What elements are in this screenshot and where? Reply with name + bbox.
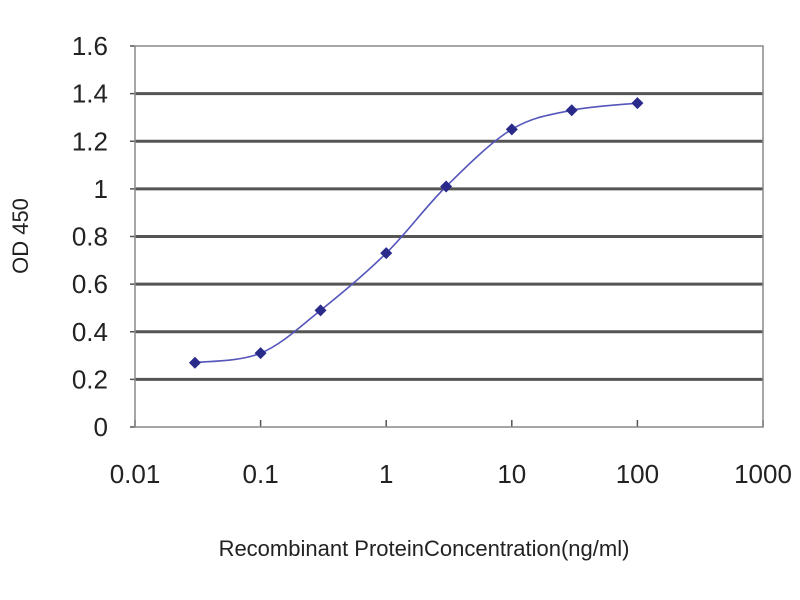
data-point xyxy=(631,97,644,110)
series-line xyxy=(194,102,638,364)
y-tick-labels: 0 0.2 0.4 0.6 0.8 1 1.2 1.4 1.6 xyxy=(72,31,108,442)
data-point xyxy=(440,180,453,193)
plot-area xyxy=(134,45,764,428)
y-tick-label: 1.2 xyxy=(72,126,108,156)
x-axis-label: Recombinant ProteinConcentration(ng/ml) xyxy=(219,536,630,561)
y-tick-label: 0.4 xyxy=(72,317,108,347)
x-tick-label: 0.01 xyxy=(110,459,161,489)
x-tick-label: 0.1 xyxy=(243,459,279,489)
y-tick-label: 0.2 xyxy=(72,364,108,394)
y-tick-label: 1.6 xyxy=(72,31,108,61)
y-tick-label: 1.4 xyxy=(72,79,108,109)
data-point xyxy=(380,247,393,260)
y-tick-label: 0.6 xyxy=(72,269,108,299)
data-point xyxy=(188,356,201,369)
y-tick-label: 1 xyxy=(94,174,108,204)
x-tick-labels: 0.01 0.1 1 10 100 1000 xyxy=(110,459,792,489)
series xyxy=(188,97,644,369)
gridlines xyxy=(130,45,764,428)
data-point xyxy=(314,304,327,317)
data-point xyxy=(254,347,267,360)
y-tick-label: 0 xyxy=(94,412,108,442)
data-point xyxy=(505,123,518,136)
x-tick-label: 100 xyxy=(616,459,659,489)
data-point xyxy=(565,104,578,117)
x-tick-label: 1 xyxy=(379,459,393,489)
y-tick-label: 0.8 xyxy=(72,222,108,252)
x-tick-label: 10 xyxy=(497,459,526,489)
y-axis-label: OD 450 xyxy=(8,198,33,274)
x-tick-label: 1000 xyxy=(734,459,792,489)
